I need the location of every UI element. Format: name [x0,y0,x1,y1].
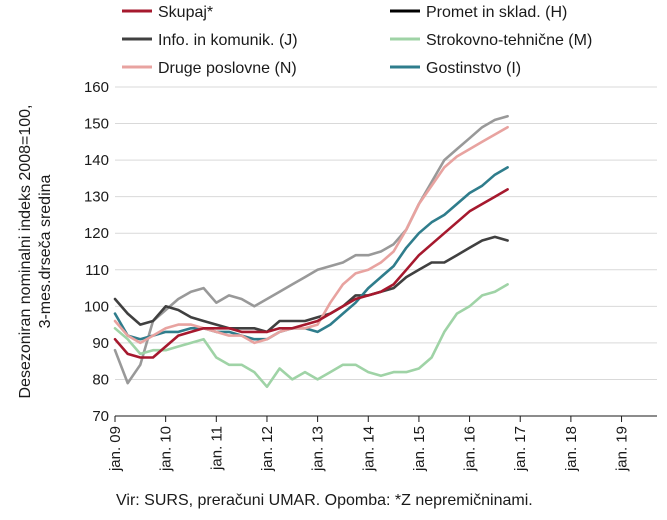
y-tick-label: 160 [84,79,109,96]
legend-label: Druge poslovne (N) [158,60,297,77]
legend-label: Promet in sklad. (H) [426,4,567,21]
y-tick-label: 120 [84,225,109,242]
x-tick-label: jan. 16 [462,426,479,472]
x-tick-label: jan. 19 [614,426,631,472]
grid-lines [115,86,657,417]
y-axis-label: Desezoniran nominalni indeks 2008=100, 3-… [17,105,54,399]
series-line [113,125,509,345]
y-tick-label: 110 [85,262,109,279]
x-tick-label: jan. 15 [411,426,428,472]
y-tick-label: 130 [84,189,109,206]
series-line [113,188,509,359]
legend-label: Gostinstvo (I) [426,60,521,77]
y-tick-label: 100 [84,298,109,315]
y-tick-label: 80 [92,371,109,388]
x-tick-label: jan. 12 [259,426,276,472]
x-tick-label: jan. 13 [310,426,327,472]
legend: Skupaj* Promet in sklad. (H) Info. in komu… [122,4,592,77]
y-axis-ticks: 70 80 90 100 110 120 130 140 150 160 [84,79,109,425]
y-tick-label: 70 [92,408,109,425]
x-tick-label: jan. 10 [158,426,175,472]
x-tick-label: jan. 18 [563,426,580,472]
source-note: Vir: SURS, preračuni UMAR. Opomba: *Z ne… [116,492,533,509]
y-tick-label: 140 [84,152,109,169]
y-axis-label-line: 3-mes.drseča sredina [37,174,54,328]
x-tick-label: jan. 09 [107,426,124,472]
series-line [113,235,509,334]
x-tick-label: jan. 14 [360,426,377,472]
series-lines [113,114,509,389]
legend-label: Skupaj* [158,4,213,21]
y-axis-label-line: Desezoniran nominalni indeks 2008=100, [17,105,34,399]
series-line [113,166,509,341]
x-axis: jan. 09 jan. 10 jan. 11 jan. 12 jan. 13 jan. … [107,415,657,472]
legend-label: Strokovno-tehnične (M) [426,32,592,49]
y-tick-label: 150 [84,116,109,133]
x-tick-label: jan. 11 [208,426,225,471]
y-tick-label: 90 [92,335,109,352]
x-tick-label: jan. 17 [512,426,529,472]
series-line [113,114,509,385]
series-line [113,283,509,389]
legend-label: Info. in komunik. (J) [158,32,298,49]
